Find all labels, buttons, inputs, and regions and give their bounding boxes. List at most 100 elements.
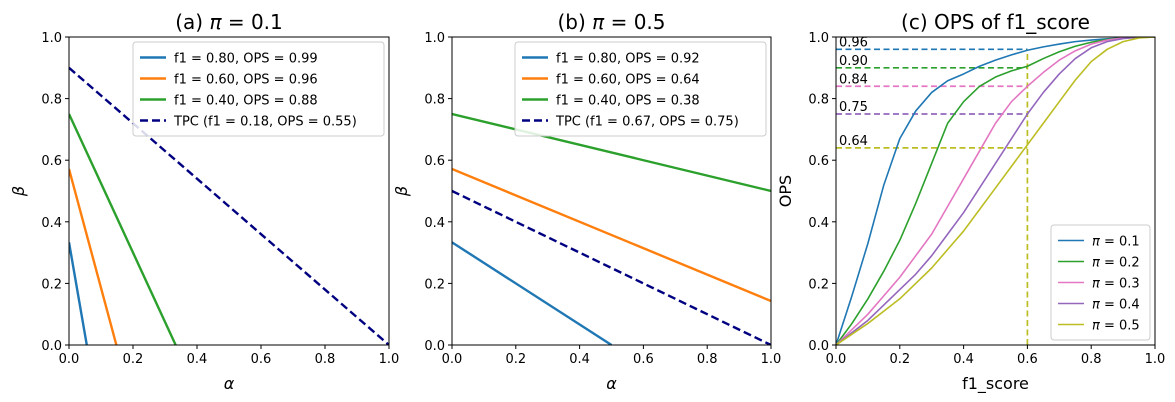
series-line bbox=[836, 37, 1155, 345]
series-line bbox=[452, 167, 771, 303]
panel-1: (a) π = 0.1 0.0 0.2 0.4 0.6 0.8 1.0 0.0 0.2 0.4 0.… bbox=[9, 10, 399, 393]
marker-value-label: 0.84 bbox=[839, 72, 868, 87]
legend-label: f1 = 0.40, OPS = 0.88 bbox=[174, 94, 318, 109]
y-tick-label: 0.2 bbox=[808, 277, 829, 292]
legend: f1 = 0.80, OPS = 0.92 f1 = 0.60, OPS = 0.… bbox=[514, 41, 767, 137]
x-tick-label: 0.0 bbox=[59, 352, 80, 367]
y-tick-label: 0.8 bbox=[808, 93, 829, 108]
chart-title-prefix: (c) OPS of f1_score bbox=[901, 10, 1090, 34]
x-tick-label: 0.0 bbox=[826, 352, 847, 367]
legend-label: π = 0.1 bbox=[1092, 235, 1140, 250]
y-axis-label: β bbox=[9, 186, 28, 197]
chart-title: (c) OPS of f1_score bbox=[901, 10, 1090, 34]
y-tick-label: 0.0 bbox=[41, 339, 62, 354]
y-tick-label: 0.4 bbox=[424, 216, 445, 231]
x-tick-label: 0.8 bbox=[315, 352, 336, 367]
legend-label: π = 0.2 bbox=[1092, 256, 1140, 271]
y-tick-label: 1.0 bbox=[41, 31, 62, 46]
y-axis-label: OPS bbox=[776, 175, 795, 207]
marker-value-label: 0.96 bbox=[839, 35, 868, 50]
x-tick-label: 0.6 bbox=[633, 352, 654, 367]
x-tick-label: 0.6 bbox=[251, 352, 272, 367]
chart-title-prefix: (b) bbox=[558, 10, 593, 34]
legend-label-rest: = 0.1 bbox=[1100, 235, 1140, 250]
legend-label-rest: = 0.2 bbox=[1100, 256, 1140, 271]
series-line bbox=[69, 168, 118, 345]
x-tick-label: 0.2 bbox=[123, 352, 144, 367]
x-tick-label: 0.8 bbox=[697, 352, 718, 367]
chart-title-suffix: = 0.5 bbox=[604, 10, 665, 34]
legend-label: π = 0.4 bbox=[1092, 298, 1140, 313]
marker-value-label: 0.64 bbox=[839, 134, 868, 149]
legend-label-symbol: π bbox=[1092, 277, 1100, 292]
legend-label: π = 0.3 bbox=[1092, 277, 1140, 292]
x-tick-label: 0.4 bbox=[187, 352, 208, 367]
y-tick-label: 0.2 bbox=[424, 277, 445, 292]
plot-frame bbox=[835, 36, 1156, 346]
legend-label: f1 = 0.80, OPS = 0.99 bbox=[174, 52, 318, 67]
series-line bbox=[452, 189, 771, 345]
x-axis-label: f1_score bbox=[962, 374, 1029, 394]
chart-title-symbol: π bbox=[209, 10, 222, 34]
y-tick-label: 0.4 bbox=[808, 216, 829, 231]
legend: f1 = 0.80, OPS = 0.99 f1 = 0.60, OPS = 0.… bbox=[132, 41, 385, 137]
y-tick-label: 0.4 bbox=[41, 216, 62, 231]
y-tick-label: 0.0 bbox=[808, 339, 829, 354]
legend-label-symbol: π bbox=[1092, 235, 1100, 250]
legend-box bbox=[514, 41, 767, 137]
series-line bbox=[836, 37, 1155, 345]
x-tick-label: 0.4 bbox=[953, 352, 974, 367]
legend-label: f1 = 0.60, OPS = 0.96 bbox=[174, 73, 318, 88]
legend-label-symbol: π bbox=[1092, 319, 1100, 334]
series-line bbox=[452, 241, 613, 345]
panel-2: (b) π = 0.5 0.0 0.2 0.4 0.6 0.8 1.0 0.0 0.2 0.4 0.… bbox=[392, 10, 781, 393]
legend-label-symbol: π bbox=[1092, 256, 1100, 271]
y-tick-label: 1.0 bbox=[808, 31, 829, 46]
series-line bbox=[836, 37, 1155, 345]
series-line bbox=[452, 112, 771, 193]
x-tick-label: 1.0 bbox=[379, 352, 400, 367]
x-axis-label: α bbox=[606, 374, 617, 393]
y-tick-label: 0.6 bbox=[808, 154, 829, 169]
chart-title: (a) π = 0.1 bbox=[175, 10, 283, 34]
y-tick-label: 0.8 bbox=[424, 93, 445, 108]
legend-label: TPC (f1 = 0.67, OPS = 0.75) bbox=[555, 115, 739, 130]
y-tick-label: 1.0 bbox=[424, 31, 445, 46]
series-line bbox=[69, 242, 88, 345]
y-tick-label: 0.0 bbox=[424, 339, 445, 354]
plot-frame bbox=[451, 36, 772, 346]
chart-title-suffix: = 0.1 bbox=[221, 10, 282, 34]
legend-label-rest: = 0.5 bbox=[1100, 319, 1140, 334]
chart-title-prefix: (a) bbox=[175, 10, 209, 34]
y-tick-label: 0.2 bbox=[41, 277, 62, 292]
x-tick-label: 0.0 bbox=[442, 352, 463, 367]
x-axis-label: α bbox=[224, 374, 235, 393]
y-tick-label: 0.6 bbox=[41, 154, 62, 169]
marker-value-label: 0.75 bbox=[839, 100, 868, 115]
x-tick-label: 0.2 bbox=[889, 352, 910, 367]
series-line bbox=[69, 113, 177, 345]
legend-label-rest: = 0.3 bbox=[1100, 277, 1140, 292]
plot-frame bbox=[68, 36, 390, 346]
legend-label-symbol: π bbox=[1092, 298, 1100, 313]
legend: π = 0.1π = 0.2π = 0.3π = 0.4π = 0.5 bbox=[1050, 224, 1151, 341]
legend-label: π = 0.5 bbox=[1092, 319, 1140, 334]
legend-label-rest: = 0.4 bbox=[1100, 298, 1140, 313]
y-axis-label: β bbox=[392, 186, 411, 197]
y-tick-label: 0.8 bbox=[41, 93, 62, 108]
chart-title: (b) π = 0.5 bbox=[558, 10, 666, 34]
legend-label: f1 = 0.80, OPS = 0.92 bbox=[556, 52, 700, 67]
legend-box bbox=[132, 41, 385, 137]
x-tick-label: 0.4 bbox=[569, 352, 590, 367]
series-line bbox=[836, 37, 1155, 345]
legend-box bbox=[1050, 224, 1151, 341]
series-line bbox=[836, 37, 1155, 345]
legend-label: f1 = 0.40, OPS = 0.38 bbox=[556, 94, 700, 109]
chart-title-symbol: π bbox=[592, 10, 605, 34]
x-tick-label: 0.6 bbox=[1017, 352, 1038, 367]
legend-label: f1 = 0.60, OPS = 0.64 bbox=[556, 73, 700, 88]
x-tick-label: 1.0 bbox=[1145, 352, 1166, 367]
x-tick-label: 1.0 bbox=[761, 352, 782, 367]
panel-3: (c) OPS of f1_score 0.0 0.2 0.4 0.6 0.8 1.0 0.0… bbox=[776, 10, 1165, 394]
